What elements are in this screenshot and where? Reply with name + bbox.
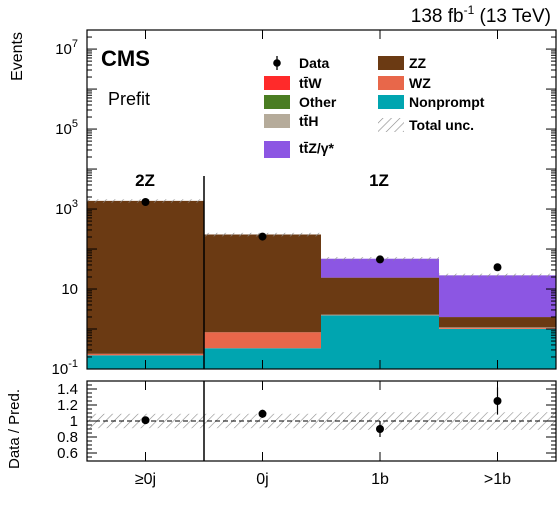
legend-swatch-tth: [264, 114, 290, 128]
legend-entry-ttz: tt̄Z/γ*: [264, 140, 335, 158]
ratio-y-tick-label: 0.8: [57, 429, 78, 446]
legend-entry-wz: WZ: [378, 75, 431, 91]
legend-swatch-other: [264, 95, 290, 109]
bar-zz-1: [87, 200, 204, 354]
prefit-label: Prefit: [108, 89, 150, 109]
cms-label: CMS: [101, 46, 150, 71]
legend-entry-ttw: tt̄W: [264, 75, 322, 91]
legend-swatch-wz: [378, 76, 404, 90]
y-tick-label: 103: [55, 198, 78, 218]
legend-label-wz: WZ: [409, 75, 431, 91]
legend-label-other: Other: [299, 94, 337, 110]
legend-entry-total-unc: Total unc.: [378, 117, 474, 133]
legend-label-total-unc: Total unc.: [409, 117, 474, 133]
main-y-axis: 10-1 10 103 105 107: [52, 29, 556, 378]
legend-entry-data: Data: [273, 55, 330, 71]
legend-entry-other: Other: [264, 94, 337, 110]
luminosity-label: 138 fb-1 (13 TeV): [411, 3, 551, 27]
bar-zz-4: [439, 317, 556, 328]
data-point-4: [493, 263, 502, 272]
ratio-x-axis: ≥0j 0j 1b >1b: [135, 381, 511, 488]
data-point-2: [258, 232, 267, 241]
legend-swatch-ttz: [264, 141, 290, 158]
y-axis-title-events: Events: [9, 32, 26, 81]
legend-entry-tth: tt̄H: [264, 113, 318, 129]
ratio-point-3: [376, 425, 384, 433]
legend-entry-nonprompt: Nonprompt: [378, 94, 485, 110]
legend-label-tth: tt̄H: [299, 113, 318, 129]
y-tick-label: 105: [55, 118, 78, 138]
legend-marker-data: [273, 59, 281, 67]
ratio-y-tick-label: 1.4: [57, 381, 78, 398]
legend-swatch-nonprompt: [378, 95, 404, 109]
legend-label-ttz: tt̄Z/γ*: [299, 140, 335, 156]
ratio-y-tick-label: 1: [70, 413, 78, 430]
ratio-y-tick-label: 0.6: [57, 445, 78, 462]
bar-ttz-3: [321, 258, 439, 278]
y-axis-title-ratio: Data / Pred.: [6, 389, 23, 469]
legend-label-data: Data: [299, 55, 330, 71]
main-plot-frame: [86, 29, 557, 370]
y-tick-label: 10: [61, 281, 78, 298]
bar-zz-2: [204, 234, 321, 333]
x-category-label-2: 0j: [256, 471, 268, 488]
main-plot: 10-1 10 103 105 107 CMS Prefit 2Z 1Z Data tt…: [52, 29, 557, 378]
stacked-bars: [87, 200, 556, 369]
y-tick-label: 10-1: [52, 358, 78, 378]
region-label-1z: 1Z: [369, 171, 389, 190]
bar-wz-2: [204, 332, 321, 349]
legend-swatch-total-unc: [378, 118, 404, 132]
x-category-label-3: 1b: [371, 471, 389, 488]
legend-label-nonprompt: Nonprompt: [409, 94, 485, 110]
unc-band-4: [439, 273, 556, 278]
bar-nonprompt-2: [204, 348, 321, 369]
legend-swatch-zz: [378, 56, 404, 70]
legend-swatch-ttw: [264, 76, 290, 90]
ratio-point-1: [141, 416, 150, 425]
legend-entry-zz: ZZ: [378, 55, 427, 71]
data-points: [141, 197, 502, 272]
ratio-y-axis: 0.60.811.21.4: [57, 380, 556, 462]
main-x-ticks: [145, 30, 498, 369]
ratio-point-2: [258, 409, 267, 418]
bar-wz-4: [439, 328, 556, 330]
ratio-unc-band-2: [204, 413, 321, 429]
legend-label-ttw: tt̄W: [299, 75, 322, 91]
ratio-points: [141, 387, 502, 437]
legend: Data tt̄W Other tt̄H tt̄Z/γ* ZZ: [264, 55, 485, 158]
x-category-label-1: ≥0j: [135, 471, 156, 488]
legend-label-zz: ZZ: [409, 55, 427, 71]
x-category-label-4: >1b: [484, 471, 511, 488]
bar-zz-3: [321, 277, 439, 315]
bar-ttz-4: [439, 275, 556, 318]
region-label-2z: 2Z: [135, 171, 155, 190]
bar-wz-1: [87, 353, 204, 356]
y-tick-label: 107: [55, 38, 78, 58]
data-point-1: [141, 197, 150, 206]
ratio-point-4: [493, 397, 502, 405]
data-point-3: [376, 255, 384, 264]
ratio-y-tick-label: 1.2: [57, 397, 78, 414]
ratio-plot: 0.60.811.21.4 ≥0j 0j 1b >1b: [57, 380, 557, 488]
